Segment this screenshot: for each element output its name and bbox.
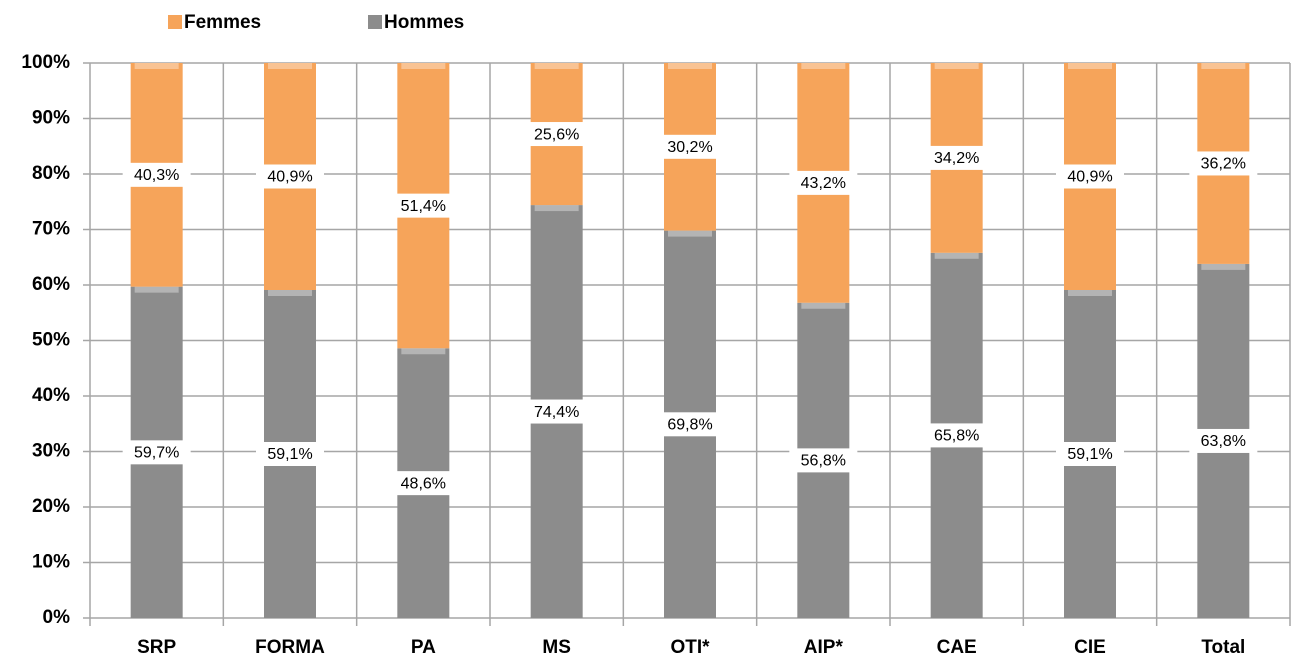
legend-label: Femmes [184,12,261,33]
y-tick-label: 30% [32,441,70,462]
x-tick-label: PA [411,637,436,658]
legend-swatch [368,15,382,29]
bar-highlight [801,63,846,69]
bar-highlight [934,252,979,259]
value-label: 59,1% [267,446,312,463]
value-label-box [256,441,324,466]
bar-highlight [134,286,179,293]
value-label: 48,6% [401,475,446,492]
value-label-box [789,448,858,473]
x-tick-label: CIE [1074,637,1106,658]
value-label-box [922,423,991,448]
x-tick-label: Total [1201,637,1245,658]
value-label: 43,2% [801,175,846,192]
value-label: 63,8% [1201,433,1246,450]
bar-highlight [1068,63,1112,69]
value-label-box [1056,441,1124,466]
value-label: 59,1% [1067,446,1112,463]
bar-highlight [1201,263,1246,270]
bar-highlight [534,63,579,69]
value-label-box [522,399,591,424]
bar-highlight [934,63,979,69]
value-label: 25,6% [534,126,579,143]
value-label-box [656,412,724,437]
bar-highlight [268,289,312,296]
value-label: 30,2% [667,139,712,156]
y-tick-label: 90% [32,108,70,129]
bar-highlight [1068,289,1112,296]
value-label-box [389,471,458,496]
y-tick-label: 20% [32,496,70,517]
value-label: 40,9% [267,169,312,186]
value-label: 56,8% [801,453,846,470]
y-tick-label: 60% [32,274,70,295]
value-label-box [1189,151,1258,176]
x-tick-label: CAE [937,637,977,658]
value-label-box [922,145,991,170]
value-label: 40,9% [1067,169,1112,186]
x-tick-label: SRP [137,637,176,658]
x-tick-label: FORMA [255,637,325,658]
value-label: 59,7% [134,445,179,462]
value-label: 65,8% [934,428,979,445]
bar-highlight [134,63,179,69]
y-tick-label: 0% [43,607,71,628]
value-label-box [1189,428,1258,453]
value-label: 36,2% [1201,156,1246,173]
y-tick-label: 100% [21,52,70,73]
y-tick-label: 10% [32,552,70,573]
value-label-box [122,440,191,465]
bar-highlight [401,63,446,69]
value-label: 40,3% [134,167,179,184]
value-label-box [656,134,724,159]
bar-highlight [668,230,712,237]
value-label-box [389,193,458,218]
bar-highlight [801,302,846,309]
x-tick-label: MS [542,637,571,658]
y-tick-label: 40% [32,385,70,406]
bar-highlight [668,63,712,69]
value-label-box [522,122,591,147]
value-label: 74,4% [534,404,579,421]
value-label-box [122,162,191,187]
y-tick-label: 50% [32,330,70,351]
bar-highlight [534,205,579,212]
value-label-box [789,170,858,195]
legend-swatch [168,15,182,29]
legend-label: Hommes [384,12,464,33]
value-label: 34,2% [934,150,979,167]
bar-highlight [401,348,446,355]
y-tick-label: 70% [32,219,70,240]
value-label-box [1056,164,1124,189]
x-tick-label: AIP* [804,637,844,658]
value-label: 69,8% [667,417,712,434]
bar-highlight [1201,63,1246,69]
value-label: 51,4% [401,198,446,215]
bar-highlight [268,63,312,69]
x-tick-label: OTI* [670,637,710,658]
value-label-box [256,164,324,189]
y-tick-label: 80% [32,163,70,184]
